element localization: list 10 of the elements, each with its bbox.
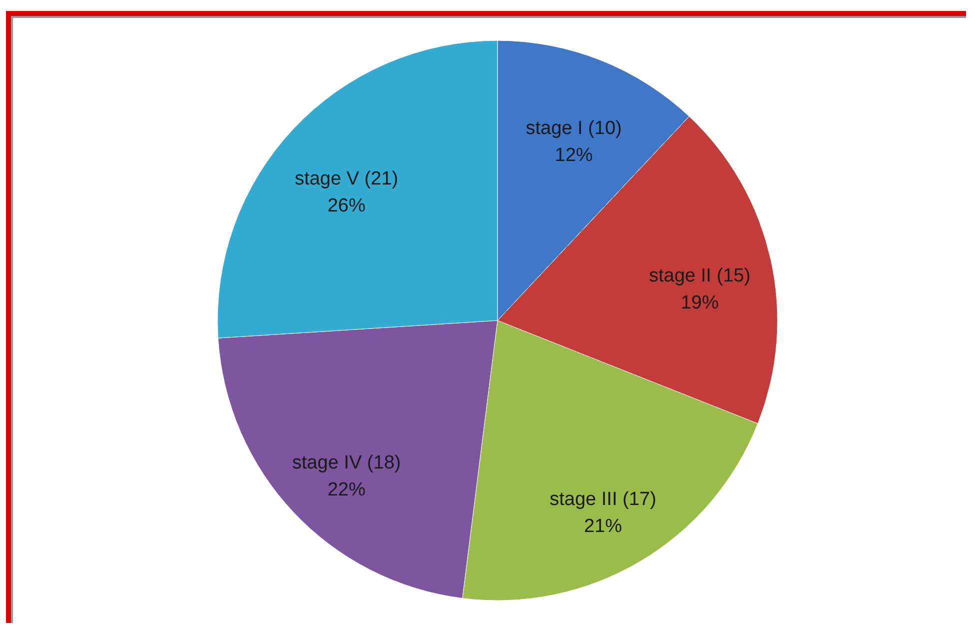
slice-label: stage II (15) [649, 265, 750, 286]
slice-label: stage IV (18) [292, 452, 401, 474]
data-label: 12% [554, 144, 593, 166]
data-label: 22% [327, 479, 366, 500]
data-label: 26% [327, 196, 366, 217]
slice-label: stage V (21) [294, 168, 398, 190]
data-label: 19% [680, 292, 719, 314]
slice-label: stage III (17) [550, 488, 656, 510]
data-label: 21% [584, 516, 622, 537]
slice-label: stage I (10) [526, 118, 622, 139]
